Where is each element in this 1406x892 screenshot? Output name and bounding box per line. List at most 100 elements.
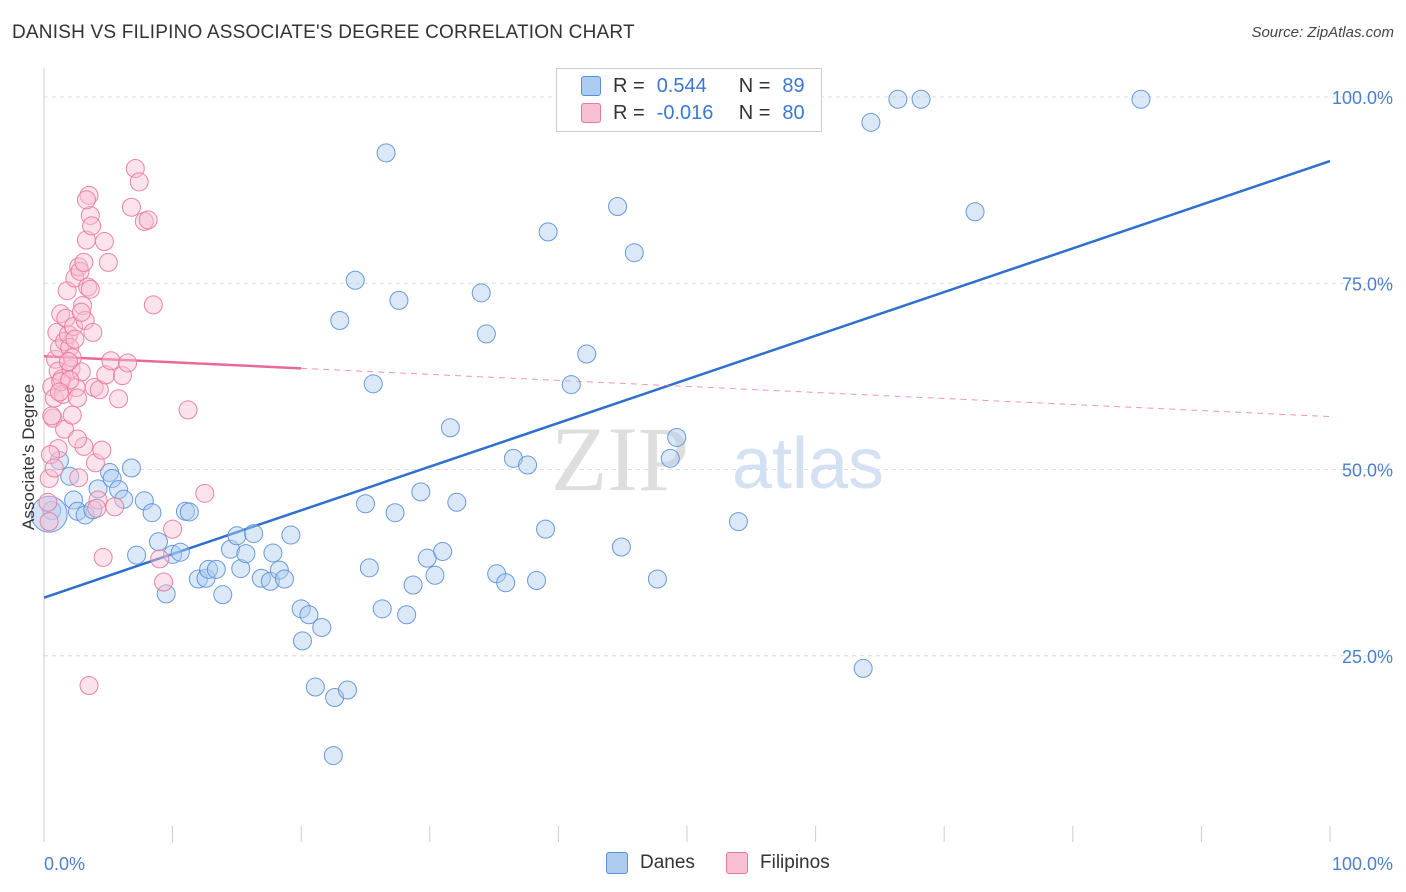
legend-n-label: N = — [738, 101, 771, 124]
bottom-legend-filipinos[interactable]: Filipinos — [726, 850, 830, 876]
point-danes — [274, 569, 294, 589]
point-danes — [305, 677, 325, 697]
point-filipinos — [79, 676, 99, 696]
point-danes — [337, 680, 357, 700]
point-filipinos — [80, 205, 100, 225]
point-filipinos — [87, 498, 107, 518]
points-layer — [30, 89, 1151, 766]
point-filipinos — [163, 519, 183, 539]
point-filipinos — [118, 353, 138, 373]
point-danes — [236, 544, 256, 564]
point-danes — [861, 112, 881, 132]
point-filipinos — [42, 406, 62, 426]
point-danes — [476, 324, 496, 344]
point-danes — [142, 503, 162, 523]
point-danes — [127, 545, 147, 565]
point-danes — [1131, 89, 1151, 109]
point-danes — [385, 503, 405, 523]
point-danes — [179, 502, 199, 522]
point-filipinos — [92, 440, 112, 460]
point-filipinos — [62, 348, 82, 368]
point-filipinos — [101, 351, 121, 371]
point-filipinos — [178, 400, 198, 420]
point-filipinos — [93, 547, 113, 567]
point-filipinos — [121, 197, 141, 217]
point-filipinos — [74, 436, 94, 456]
point-danes — [376, 143, 396, 163]
x-tick-label: 0.0% — [44, 854, 85, 874]
point-danes — [231, 559, 251, 579]
point-danes — [206, 559, 226, 579]
point-danes — [527, 571, 547, 591]
point-filipinos — [154, 572, 174, 592]
point-danes — [389, 290, 409, 310]
legend-row-filipinos: R = -0.016 N = 80 — [581, 100, 805, 126]
y-tick-label: 75.0% — [1342, 274, 1393, 294]
point-filipinos — [105, 497, 125, 517]
y-tick-label: 100.0% — [1332, 88, 1393, 108]
point-danes — [518, 455, 538, 475]
point-danes — [121, 458, 141, 478]
legend-n-value-danes: 89 — [782, 74, 805, 97]
point-filipinos — [48, 439, 68, 459]
point-danes — [496, 573, 516, 593]
point-danes — [403, 575, 423, 595]
legend-row-danes: R = 0.544 N = 89 — [581, 73, 805, 99]
point-danes — [156, 584, 176, 604]
point-danes — [148, 532, 168, 552]
point-danes — [577, 344, 597, 364]
point-danes — [611, 537, 631, 557]
axis-layer — [43, 68, 1331, 842]
point-danes — [359, 558, 379, 578]
trendline-filipinos-dashed — [301, 367, 1331, 418]
point-filipinos — [195, 483, 215, 503]
point-danes — [263, 543, 283, 563]
point-filipinos — [67, 388, 87, 408]
point-danes — [170, 542, 190, 562]
point-danes — [134, 491, 154, 511]
trendline-danes — [43, 159, 1331, 599]
point-danes — [199, 559, 219, 579]
watermark-atlas: atlas — [732, 424, 884, 504]
watermark: ZIP atlas — [551, 408, 884, 510]
point-filipinos — [94, 232, 114, 252]
point-danes — [213, 585, 233, 605]
point-filipinos — [82, 216, 102, 236]
legend-swatch-danes — [581, 76, 601, 96]
bottom-legend-swatch-danes — [606, 852, 628, 874]
legend-n-label: N = — [738, 74, 771, 97]
point-danes — [269, 560, 289, 580]
point-filipinos — [109, 389, 129, 409]
point-filipinos — [83, 322, 103, 342]
trendline-filipinos-solid — [43, 355, 302, 370]
point-filipinos — [49, 382, 69, 402]
y-tick-label: 50.0% — [1342, 461, 1393, 481]
point-danes — [227, 526, 247, 546]
point-filipinos — [98, 252, 118, 272]
trend-layer — [43, 159, 1331, 599]
point-filipinos — [44, 458, 64, 478]
watermark-zip: ZIP — [551, 408, 689, 510]
point-filipinos — [69, 468, 89, 488]
bottom-legend-danes[interactable]: Danes — [606, 850, 695, 876]
point-danes — [345, 270, 365, 290]
point-danes — [163, 544, 183, 564]
point-filipinos — [67, 429, 87, 449]
legend-r-value-danes: 0.544 — [656, 74, 707, 97]
point-danes — [965, 202, 985, 222]
x-tick-label: 100.0% — [1332, 854, 1393, 874]
bottom-legend-swatch-filipinos — [726, 852, 748, 874]
point-danes — [64, 490, 84, 510]
point-danes — [853, 658, 873, 678]
point-danes — [312, 617, 332, 637]
point-filipinos — [39, 512, 59, 532]
point-danes — [372, 599, 392, 619]
y-axis-title: Associate's Degree — [19, 384, 38, 530]
point-danes — [363, 374, 383, 394]
point-danes — [608, 197, 628, 217]
point-danes — [244, 524, 264, 544]
point-danes — [330, 311, 350, 330]
point-danes — [299, 605, 319, 625]
point-danes — [647, 569, 667, 589]
point-filipinos — [150, 549, 170, 569]
